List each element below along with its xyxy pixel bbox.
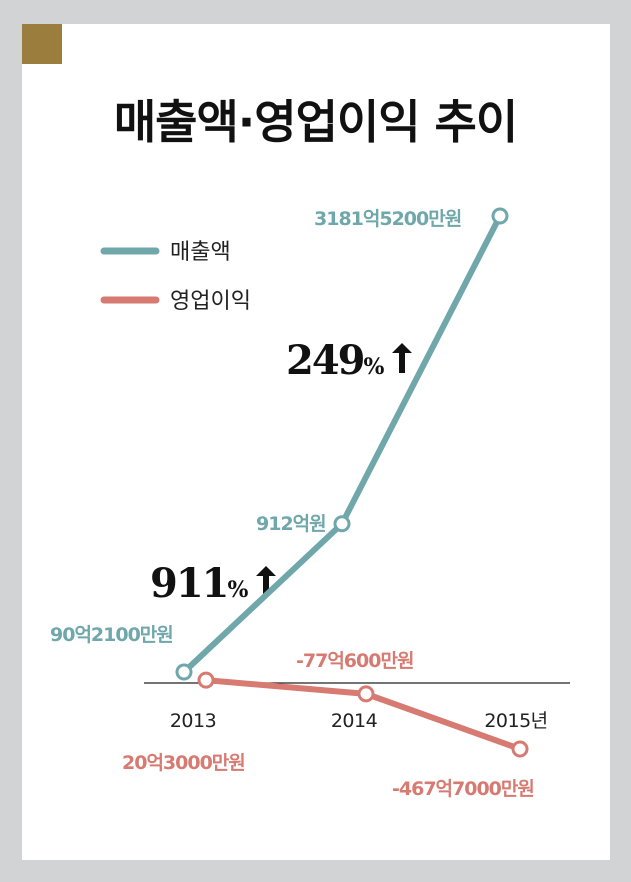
data-point-profit [511,740,529,758]
growth-value: 249 [286,337,364,384]
svg-text:249%: 249% [286,337,385,384]
data-point-revenue [333,515,351,533]
data-point-profit [197,671,215,689]
growth-unit: % [364,354,385,380]
chart-card [22,24,610,860]
growth-annotation-2014: 911% [150,560,276,607]
growth-annotation-2015: 249% [286,337,412,384]
x-tick-label: 2014 [331,710,378,732]
data-point-profit [357,685,375,703]
corner-badge [22,24,62,64]
legend-label-profit: 영업이익 [170,289,251,314]
up-arrow-icon [392,343,412,373]
data-label-profit: -467억7000만원 [392,778,534,800]
chart-title: 매출액·영업이익 추이 [113,95,518,149]
legend-label-revenue: 매출액 [170,240,231,265]
data-point-revenue [491,207,509,225]
data-label-profit: 20억3000만원 [122,752,245,774]
svg-text:911%: 911% [150,560,249,607]
data-label-profit: -77억600만원 [296,650,413,672]
data-point-revenue [175,663,193,681]
growth-unit: % [228,577,249,603]
x-tick-label: 2015년 [484,710,547,732]
growth-value: 911 [150,560,228,607]
data-label-revenue: 3181억5200만원 [314,208,461,230]
up-arrow-icon [256,566,276,596]
series-line-revenue [181,213,503,675]
x-tick-label: 2013 [170,710,216,732]
data-label-revenue: 90억2100만원 [50,624,173,646]
legend: 매출액 영업이익 [100,240,251,314]
data-label-revenue: 912억원 [256,513,326,535]
